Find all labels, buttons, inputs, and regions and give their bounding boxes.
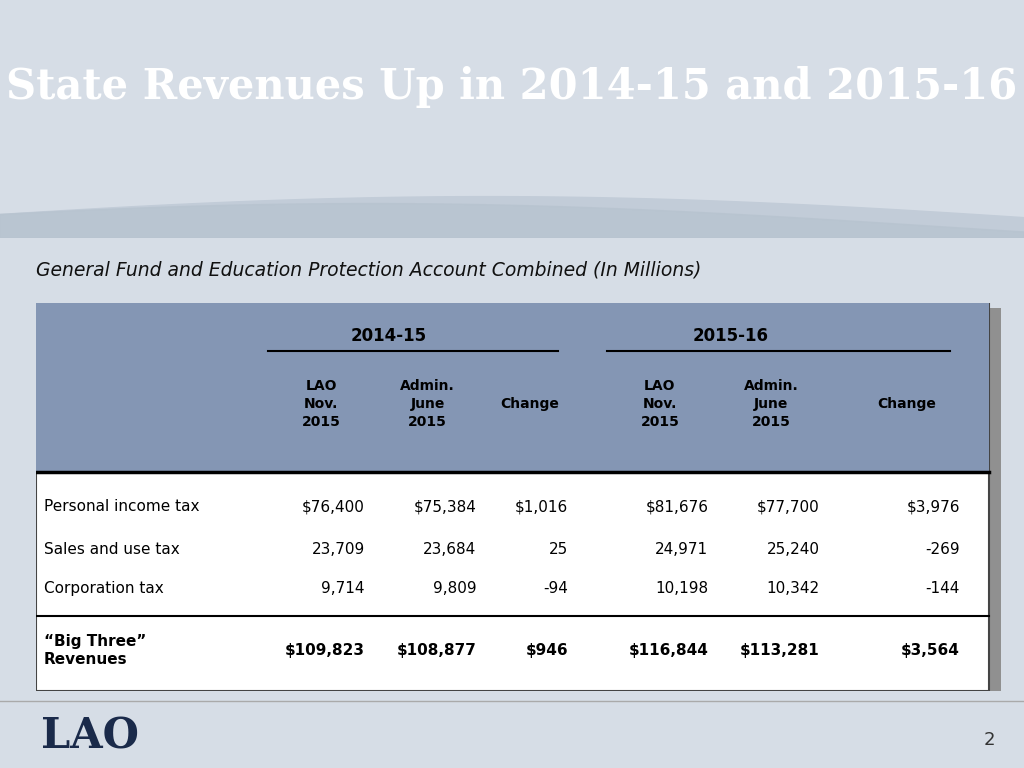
- Text: $109,823: $109,823: [285, 643, 365, 658]
- Text: $76,400: $76,400: [302, 499, 365, 515]
- Text: 25,240: 25,240: [767, 542, 819, 557]
- Text: LAO
Nov.
2015: LAO Nov. 2015: [641, 379, 680, 429]
- Text: 9,714: 9,714: [322, 581, 365, 596]
- Text: Change: Change: [878, 397, 936, 411]
- Text: $1,016: $1,016: [515, 499, 568, 515]
- Text: State Revenues Up in 2014-15 and 2015-16: State Revenues Up in 2014-15 and 2015-16: [6, 66, 1018, 108]
- Text: 23,709: 23,709: [311, 542, 365, 557]
- Text: LAO: LAO: [41, 716, 139, 758]
- Text: 2014-15: 2014-15: [351, 327, 427, 346]
- Text: “Big Three”
Revenues: “Big Three” Revenues: [44, 634, 146, 667]
- Text: Change: Change: [500, 397, 559, 411]
- Text: -144: -144: [926, 581, 959, 596]
- Bar: [36, 303, 989, 474]
- Text: Personal income tax: Personal income tax: [44, 499, 199, 515]
- Text: 9,809: 9,809: [432, 581, 476, 596]
- Text: General Fund and Education Protection Account Combined (In Millions): General Fund and Education Protection Ac…: [36, 260, 700, 280]
- Text: 23,684: 23,684: [423, 542, 476, 557]
- Text: Corporation tax: Corporation tax: [44, 581, 164, 596]
- Text: 10,198: 10,198: [655, 581, 709, 596]
- Text: $113,281: $113,281: [740, 643, 819, 658]
- Text: -269: -269: [926, 542, 959, 557]
- Text: Admin.
June
2015: Admin. June 2015: [743, 379, 799, 429]
- Text: $75,384: $75,384: [414, 499, 476, 515]
- Text: $81,676: $81,676: [645, 499, 709, 515]
- Text: 10,342: 10,342: [767, 581, 819, 596]
- Text: $77,700: $77,700: [757, 499, 819, 515]
- Text: Admin.
June
2015: Admin. June 2015: [400, 379, 455, 429]
- Text: $116,844: $116,844: [629, 643, 709, 658]
- Text: LAO
Nov.
2015: LAO Nov. 2015: [302, 379, 341, 429]
- Text: 25: 25: [549, 542, 568, 557]
- Text: -94: -94: [543, 581, 568, 596]
- Text: 2015-16: 2015-16: [692, 327, 768, 346]
- Text: Sales and use tax: Sales and use tax: [44, 542, 179, 557]
- Text: $3,976: $3,976: [906, 499, 959, 515]
- Text: 24,971: 24,971: [655, 542, 709, 557]
- Text: $3,564: $3,564: [901, 643, 959, 658]
- Text: $946: $946: [525, 643, 568, 658]
- Text: 2: 2: [984, 731, 995, 749]
- Text: $108,877: $108,877: [396, 643, 476, 658]
